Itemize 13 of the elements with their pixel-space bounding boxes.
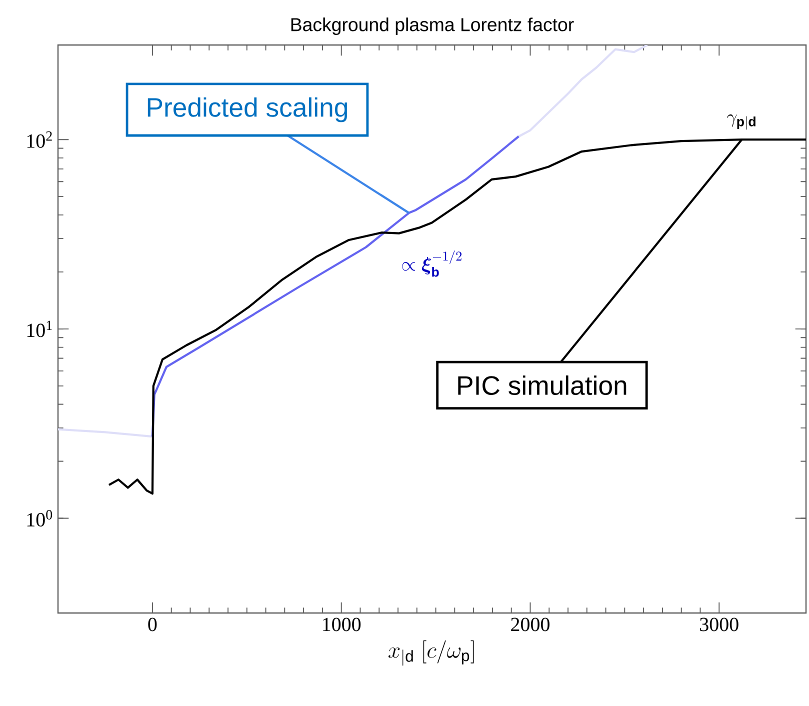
annotation: $\gamma_{\mathbf{p|d}}$ [726, 114, 756, 130]
chart-title: Background plasma Lorentz factor [291, 18, 574, 35]
text: PIC simulation [458, 375, 626, 396]
x-axis-title: $x_{|\mathrm{d}}\ [c/\omega_{\mathrm{p}}]$ [388, 640, 474, 666]
x-tick-label: 3000 [700, 618, 738, 632]
x-tick-label: 0 [148, 618, 157, 632]
y-tick-label: 10$^{0}$ [27, 510, 52, 526]
x-tick-label: 1000 [323, 618, 361, 632]
y-tick-label: 10$^{2}$ [27, 131, 52, 148]
text: Predicted scaling [148, 97, 348, 122]
x-tick-label: 2000 [511, 618, 550, 632]
annotation: $\propto \boldsymbol{\xi}_{\mathbf{b}}^{-1/2}$ [402, 250, 462, 277]
y-tick-label: 10$^{1}$ [27, 320, 52, 338]
